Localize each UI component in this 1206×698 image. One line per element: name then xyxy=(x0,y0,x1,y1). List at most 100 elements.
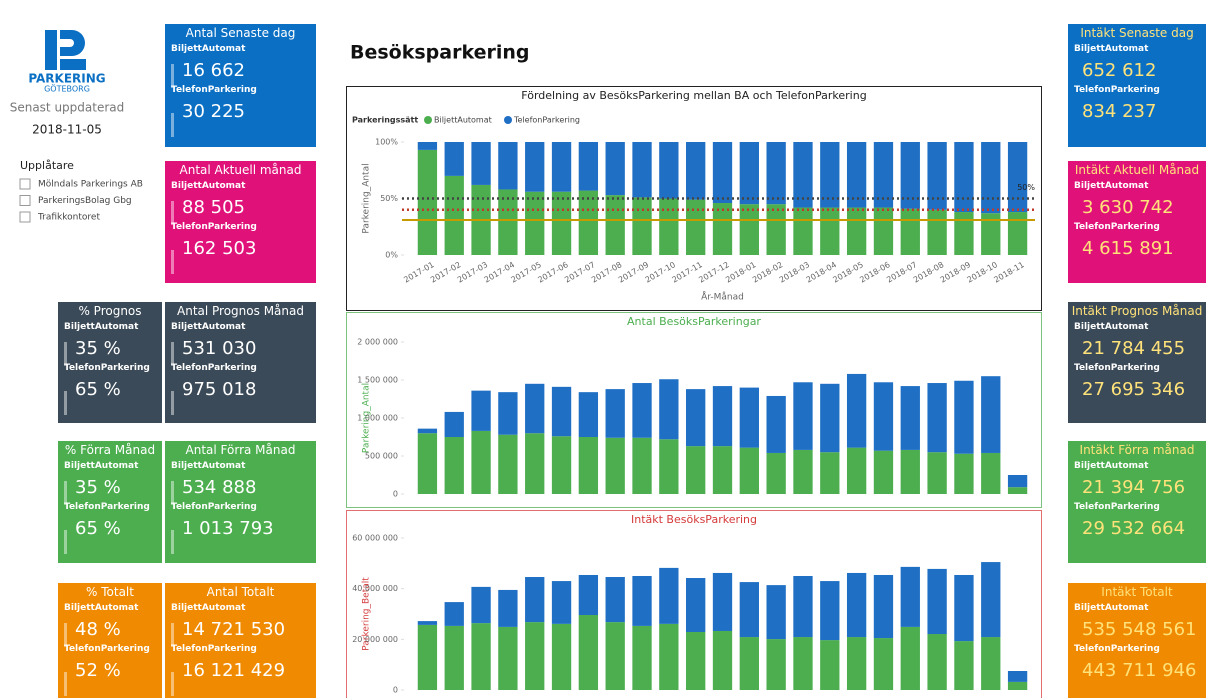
x-tick-label: 2018-11 xyxy=(992,260,1025,285)
bar-segment xyxy=(954,380,974,454)
value-marker xyxy=(171,530,174,554)
bar-segment xyxy=(900,566,920,627)
bar-segment xyxy=(605,389,625,438)
card-title: % Förra Månad xyxy=(64,443,156,457)
bar-segment xyxy=(846,572,867,638)
card-title: Intäkt Prognos Månad xyxy=(1071,304,1203,318)
card-value: 21 394 756 xyxy=(1082,477,1186,498)
value-marker xyxy=(171,64,174,88)
bar-segment xyxy=(444,142,464,176)
checkbox[interactable] xyxy=(19,211,31,223)
logo-stem xyxy=(45,30,57,70)
card-title: Intäkt Aktuell Månad xyxy=(1074,163,1200,177)
card-label: BiljettAutomat xyxy=(1074,461,1149,471)
card-title: Intäkt Senaste dag xyxy=(1080,26,1194,40)
chart-frame xyxy=(346,510,1042,698)
kpi-card: Intäkt Senaste dag BiljettAutomat 652 612 T… xyxy=(1068,24,1206,147)
card-label: TelefonParkering xyxy=(1074,222,1160,232)
card-label: BiljettAutomat xyxy=(1074,322,1149,332)
y-tick-label: 50% xyxy=(380,194,398,203)
card-title: Antal Senaste dag xyxy=(185,26,296,40)
bar-segment xyxy=(820,640,840,690)
card-label: TelefonParkering xyxy=(1074,502,1160,512)
bar-segment xyxy=(793,637,813,690)
card-value: 16 662 xyxy=(182,60,245,81)
value-marker xyxy=(171,672,174,696)
card-title: Antal Prognos Månad xyxy=(177,304,304,318)
bar-segment xyxy=(444,625,464,690)
card-label: BiljettAutomat xyxy=(171,322,246,332)
bar-segment xyxy=(981,142,1001,214)
card-label: TelefonParkering xyxy=(1074,644,1160,654)
bar-segment xyxy=(417,621,438,625)
bar-segment xyxy=(820,207,840,255)
y-tick-label: 0% xyxy=(385,251,398,260)
bar-segment xyxy=(766,639,786,690)
card-value: 834 237 xyxy=(1082,101,1157,122)
bar-segment xyxy=(471,586,491,624)
card-value: 531 030 xyxy=(182,338,257,359)
value-marker xyxy=(64,481,67,505)
bar-segment xyxy=(659,567,679,624)
card-value: 16 121 429 xyxy=(182,660,286,681)
card-value: 88 505 xyxy=(182,197,245,218)
bar-segment xyxy=(846,207,867,255)
bar-segment xyxy=(525,142,545,192)
logo-base xyxy=(60,59,86,70)
card-title: % Totalt xyxy=(86,585,134,599)
value-marker xyxy=(64,342,67,366)
bar-segment xyxy=(686,199,706,255)
bar-segment xyxy=(632,437,652,494)
bar-segment xyxy=(498,589,518,627)
checkbox[interactable] xyxy=(19,195,31,206)
y-tick-label: 40 000 000 xyxy=(352,584,398,593)
bar-segment xyxy=(793,382,813,450)
bar-segment xyxy=(846,373,867,448)
card-value: 35 % xyxy=(75,338,121,359)
chart-frame xyxy=(346,312,1042,508)
bar-segment xyxy=(417,624,438,690)
bar-segment xyxy=(498,392,518,435)
bar-segment xyxy=(766,204,786,255)
y-tick-label: 2 000 000 xyxy=(357,338,398,347)
bar-segment xyxy=(551,191,572,255)
bar-segment xyxy=(739,387,759,448)
bar-segment xyxy=(417,428,438,434)
bar-segment xyxy=(793,576,813,638)
bar-segment xyxy=(1007,671,1028,682)
card-label: TelefonParkering xyxy=(171,644,257,654)
bar-segment xyxy=(498,189,518,255)
card-value: 65 % xyxy=(75,379,121,400)
card-label: TelefonParkering xyxy=(171,85,257,95)
bar-segment xyxy=(1007,487,1028,494)
card-value: 3 630 742 xyxy=(1082,197,1174,218)
x-axis-title: År-Månad xyxy=(701,291,744,303)
checkbox[interactable] xyxy=(19,178,31,190)
bar-segment xyxy=(900,208,920,255)
y-axis-title: Parkering_Antal xyxy=(362,383,372,453)
bar-segment xyxy=(712,203,733,255)
card-value: 652 612 xyxy=(1082,60,1157,81)
y-axis-title: Parkering_Betalt xyxy=(362,577,372,651)
bar-segment xyxy=(578,574,599,616)
kpi-card: Antal Totalt BiljettAutomat 14 721 530 Tele… xyxy=(165,583,316,698)
bar-segment xyxy=(981,452,1001,494)
bar-segment xyxy=(498,626,518,690)
value-marker xyxy=(171,342,174,366)
bar-segment xyxy=(793,207,813,255)
bar-segment xyxy=(846,142,867,208)
y-tick-label: 60 000 000 xyxy=(352,534,398,543)
bar-segment xyxy=(927,142,947,210)
bar-segment xyxy=(954,142,974,213)
value-marker xyxy=(171,623,174,647)
bar-segment xyxy=(551,623,572,690)
slicer-title: Upplåtare xyxy=(20,159,74,172)
bar-segment xyxy=(444,175,464,255)
value-marker xyxy=(64,623,67,647)
card-label: TelefonParkering xyxy=(171,222,257,232)
bar-segment xyxy=(766,452,786,494)
value-marker xyxy=(171,201,174,225)
card-title: Intäkt Förra månad xyxy=(1079,443,1195,457)
value-marker xyxy=(64,391,67,415)
